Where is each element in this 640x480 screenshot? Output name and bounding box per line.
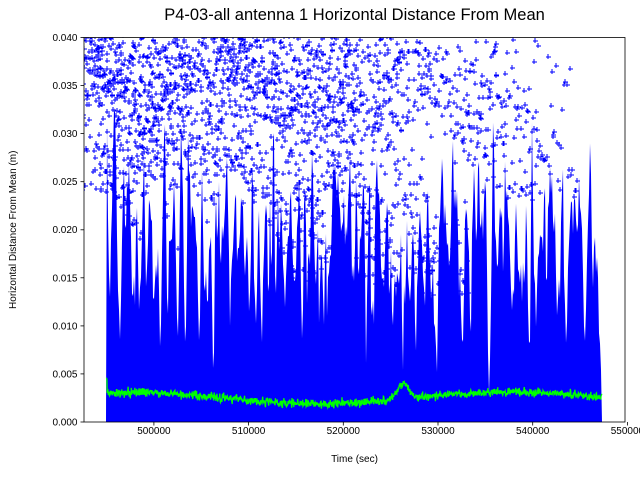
svg-text:0.035: 0.035	[52, 81, 77, 92]
svg-text:Time (sec): Time (sec)	[331, 454, 378, 465]
svg-text:540000: 540000	[516, 426, 550, 437]
svg-text:0.015: 0.015	[52, 273, 77, 284]
svg-text:0.005: 0.005	[52, 369, 77, 380]
svg-text:0.000: 0.000	[52, 418, 77, 429]
svg-text:0.030: 0.030	[52, 129, 77, 140]
svg-text:520000: 520000	[327, 426, 361, 437]
svg-text:500000: 500000	[137, 426, 171, 437]
svg-text:0.010: 0.010	[52, 321, 77, 332]
svg-text:530000: 530000	[421, 426, 455, 437]
svg-text:P4-03-all antenna 1 Horizontal: P4-03-all antenna 1 Horizontal Distance …	[164, 6, 545, 24]
svg-text:510000: 510000	[232, 426, 266, 437]
svg-text:Horizontal Distance From Mean: Horizontal Distance From Mean (m)	[8, 151, 19, 309]
svg-text:0.040: 0.040	[52, 33, 77, 44]
svg-text:0.025: 0.025	[52, 177, 77, 188]
svg-text:0.020: 0.020	[52, 225, 77, 236]
